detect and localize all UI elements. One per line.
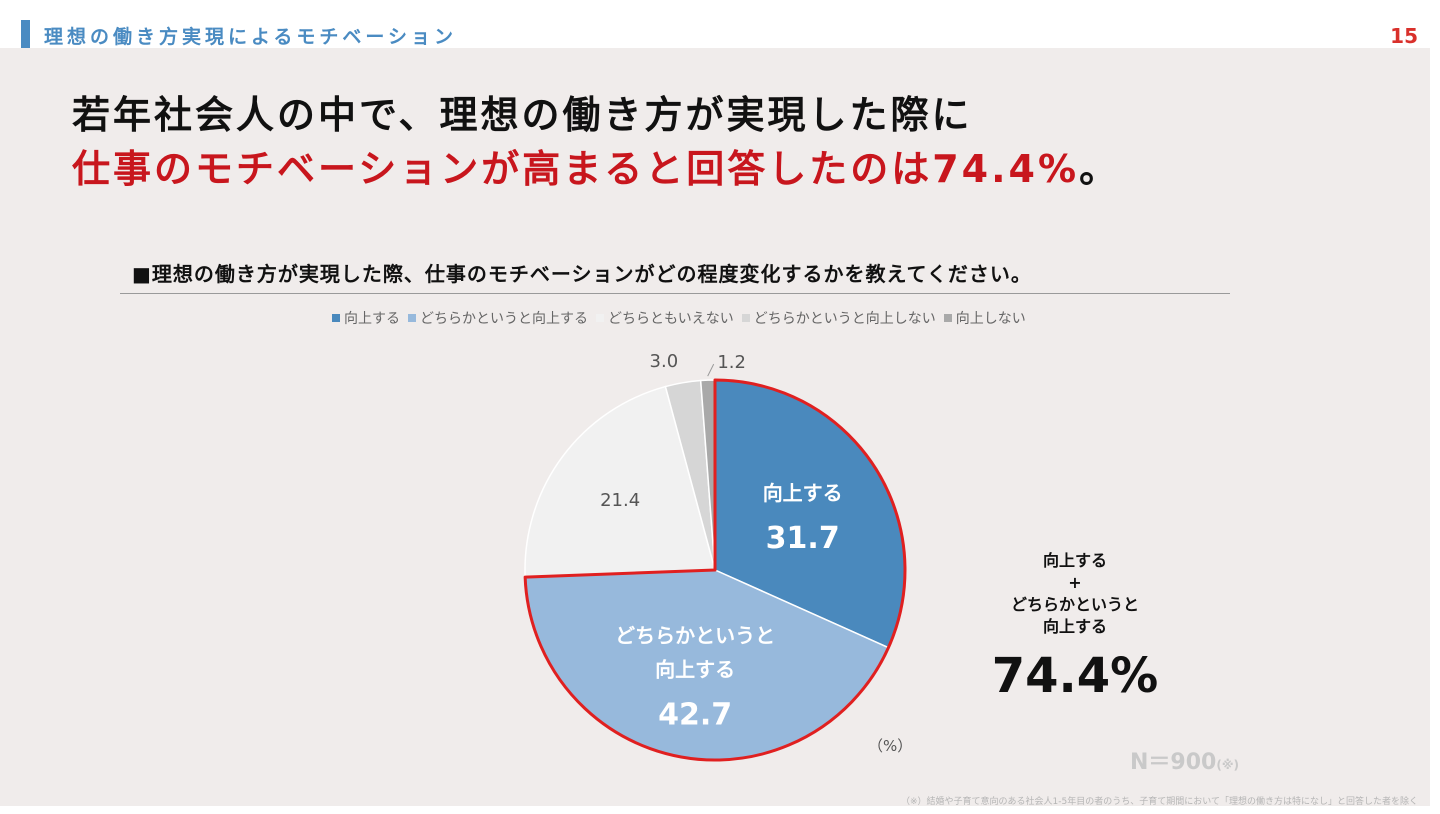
headline: 若年社会人の中で、理想の働き方が実現した際に 仕事のモチベーションが高まると回答… bbox=[72, 88, 1120, 196]
headline-period: 。 bbox=[1079, 147, 1121, 191]
legend-item: どちらかというと向上する bbox=[408, 308, 588, 328]
legend-label: 向上しない bbox=[955, 311, 1026, 327]
legend-item: 向上しない bbox=[943, 308, 1026, 328]
summary-line-3: 向上する bbox=[1042, 617, 1107, 636]
header-accent-bar bbox=[21, 20, 30, 50]
legend-label: どちらかというと向上する bbox=[420, 311, 588, 327]
legend-item: どちらかというと向上しない bbox=[741, 308, 936, 328]
summary-value: 74.4% bbox=[991, 648, 1159, 704]
legend-swatch bbox=[332, 314, 340, 322]
slice-category-label: 向上する bbox=[655, 658, 735, 682]
legend-label: どちらともいえない bbox=[608, 311, 734, 327]
chart-legend: 向上する どちらかというと向上する どちらともいえない どちらかというと向上しない 向上… bbox=[332, 308, 1034, 328]
page-number: 15 bbox=[1390, 24, 1418, 48]
pie-slice bbox=[524, 385, 716, 578]
footnote: （※）結婚や子育て意向のある社会人1-5年目の者のうち、子育て期間において「理想… bbox=[901, 797, 1418, 807]
legend-label: どちらかというと向上しない bbox=[753, 311, 936, 327]
sample-note-mark: (※) bbox=[1216, 758, 1239, 772]
sample-size: N＝900(※) bbox=[1130, 744, 1239, 776]
sample-size-label: N＝900 bbox=[1130, 750, 1217, 775]
slice-value-label: 3.0 bbox=[650, 351, 679, 372]
highlight-outline bbox=[523, 378, 907, 762]
summary-plus: + bbox=[1068, 573, 1082, 592]
leader-line bbox=[707, 363, 715, 377]
legend-swatch bbox=[943, 314, 952, 322]
legend-swatch bbox=[408, 314, 416, 322]
section-title: 理想の働き方実現によるモチベーション bbox=[44, 26, 458, 48]
slice-category-label: どちらかというと bbox=[615, 624, 775, 648]
legend-item: 向上する bbox=[332, 308, 400, 328]
slice-value-label: 21.4 bbox=[600, 490, 640, 511]
summary-line-2: どちらかというと bbox=[1010, 595, 1139, 614]
headline-line-2: 仕事のモチベーションが高まると回答したのは74.4%。 bbox=[72, 142, 1120, 196]
unit-label: （%） bbox=[868, 737, 913, 755]
headline-line-1: 若年社会人の中で、理想の働き方が実現した際に bbox=[72, 93, 973, 137]
chart-question: ■理想の働き方が実現した際、仕事のモチベーションがどの程度変化するかを教えてくだ… bbox=[132, 262, 1032, 286]
legend-item: どちらともいえない bbox=[596, 308, 734, 328]
summary-box: 向上する + どちらかというと 向上する 74.4% bbox=[975, 550, 1175, 706]
question-divider bbox=[120, 293, 1230, 294]
slice-value-label: 42.7 bbox=[658, 698, 732, 733]
legend-swatch bbox=[596, 314, 604, 322]
legend-swatch bbox=[741, 314, 750, 322]
header-bar bbox=[0, 0, 1440, 48]
headline-highlight: 仕事のモチベーションが高まると回答したのは74.4% bbox=[72, 147, 1080, 191]
slice-value-label: 1.2 bbox=[717, 352, 746, 373]
slice-value-label: 31.7 bbox=[766, 521, 840, 556]
summary-line-1: 向上する bbox=[1042, 551, 1107, 570]
slice-category-label: 向上する bbox=[763, 481, 843, 505]
legend-label: 向上する bbox=[344, 311, 400, 327]
